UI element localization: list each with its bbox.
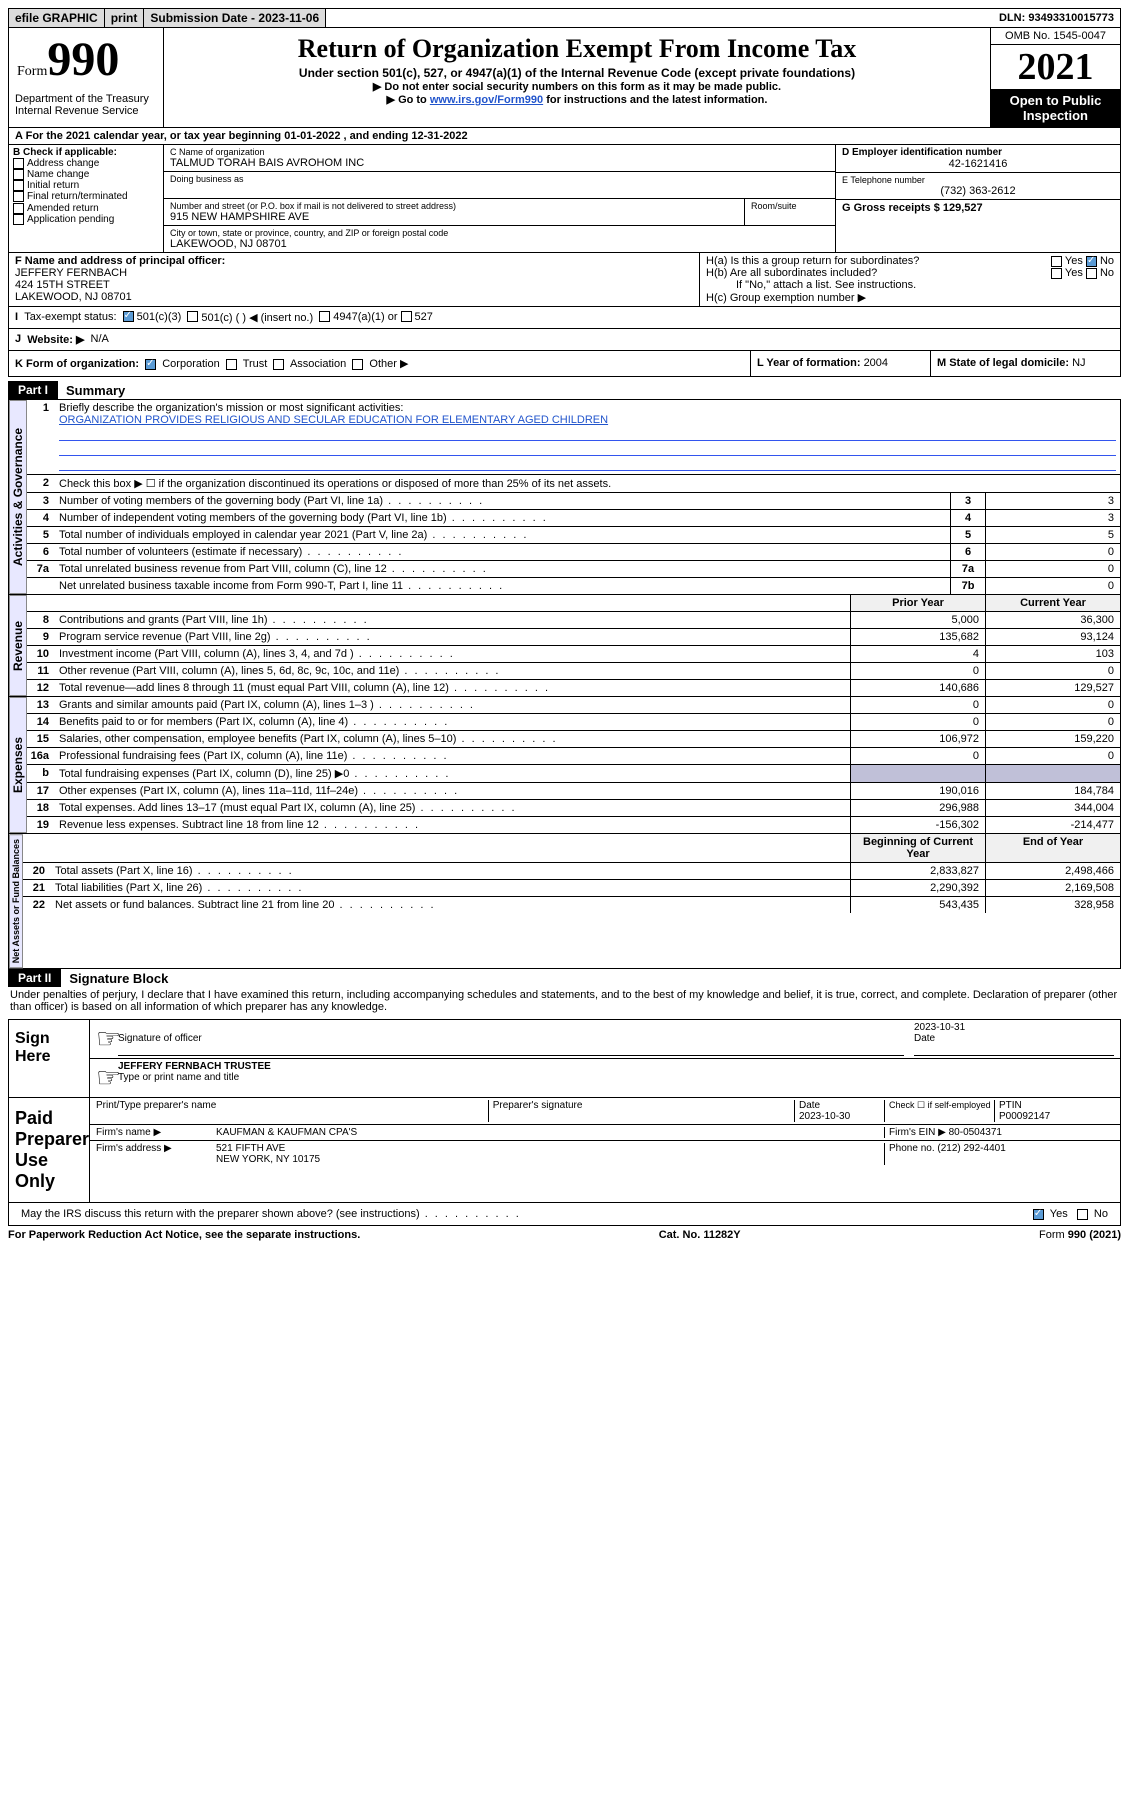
ptin: P00092147	[999, 1111, 1050, 1122]
firm-name: KAUFMAN & KAUFMAN CPA'S	[216, 1127, 884, 1138]
discuss-row: May the IRS discuss this return with the…	[8, 1203, 1121, 1226]
summary-grid: Activities & Governance 1 Briefly descri…	[8, 399, 1121, 595]
org-name: TALMUD TORAH BAIS AVROHOM INC	[170, 157, 829, 169]
box-klm: K Form of organization: Corporation Trus…	[8, 351, 1121, 377]
irs-link[interactable]: www.irs.gov/Form990	[430, 94, 543, 106]
summary-line: 19 Revenue less expenses. Subtract line …	[27, 817, 1120, 833]
org-city: LAKEWOOD, NJ 08701	[170, 238, 829, 250]
box-d: D Employer identification number 42-1621…	[836, 145, 1120, 173]
sidelabel-netassets: Net Assets or Fund Balances	[9, 834, 23, 968]
form-header: Form990 Department of the Treasury Inter…	[8, 28, 1121, 128]
penalty-statement: Under penalties of perjury, I declare th…	[8, 987, 1121, 1015]
sign-here-block: Sign Here ☞ Signature of officer 2023-10…	[8, 1019, 1121, 1098]
officer-name: JEFFERY FERNBACH	[15, 267, 693, 279]
summary-line: 3 Number of voting members of the govern…	[27, 493, 1120, 510]
summary-line: Net unrelated business taxable income fr…	[27, 578, 1120, 594]
form-word: Form	[17, 64, 47, 79]
preparer-date: 2023-10-30	[799, 1111, 850, 1122]
sidelabel-expenses: Expenses	[9, 697, 27, 833]
col-beginning: Beginning of Current Year	[850, 834, 985, 862]
signer-name: JEFFERY FERNBACH TRUSTEE	[118, 1061, 271, 1072]
box-e: E Telephone number (732) 363-2612	[836, 173, 1120, 200]
col-end: End of Year	[985, 834, 1120, 862]
top-toolbar: efile GRAPHIC print Submission Date - 20…	[8, 8, 1121, 28]
summary-line: 22 Net assets or fund balances. Subtract…	[23, 897, 1120, 913]
summary-line: 15 Salaries, other compensation, employe…	[27, 731, 1120, 748]
summary-line: 13 Grants and similar amounts paid (Part…	[27, 697, 1120, 714]
summary-line: 17 Other expenses (Part IX, column (A), …	[27, 783, 1120, 800]
summary-line: 7a Total unrelated business revenue from…	[27, 561, 1120, 578]
col-prior-year: Prior Year	[850, 595, 985, 611]
mission-text[interactable]: ORGANIZATION PROVIDES RELIGIOUS AND SECU…	[59, 414, 608, 426]
page-footer: For Paperwork Reduction Act Notice, see …	[8, 1226, 1121, 1244]
header-info-block: B Check if applicable: Address change Na…	[8, 145, 1121, 253]
note-link: ▶ Go to www.irs.gov/Form990 for instruct…	[168, 93, 986, 106]
box-j: J Website: ▶ N/A	[8, 329, 1121, 351]
firm-ein: 80-0504371	[949, 1127, 1002, 1138]
form-subtitle: Under section 501(c), 527, or 4947(a)(1)…	[168, 66, 986, 80]
paid-preparer-block: Paid Preparer Use Only Print/Type prepar…	[8, 1098, 1121, 1203]
summary-line: 8 Contributions and grants (Part VIII, l…	[27, 612, 1120, 629]
part2-header: Part II Signature Block	[8, 969, 1121, 987]
form-title: Return of Organization Exempt From Incom…	[168, 34, 986, 64]
box-c: C Name of organization TALMUD TORAH BAIS…	[164, 145, 835, 252]
summary-line: 9 Program service revenue (Part VIII, li…	[27, 629, 1120, 646]
summary-line: 4 Number of independent voting members o…	[27, 510, 1120, 527]
box-f: F Name and address of principal officer:…	[9, 253, 700, 306]
summary-line: 5 Total number of individuals employed i…	[27, 527, 1120, 544]
summary-line: 6 Total number of volunteers (estimate i…	[27, 544, 1120, 561]
summary-line: 18 Total expenses. Add lines 13–17 (must…	[27, 800, 1120, 817]
summary-line: 11 Other revenue (Part VIII, column (A),…	[27, 663, 1120, 680]
form-number: 990	[47, 33, 119, 86]
summary-line: b Total fundraising expenses (Part IX, c…	[27, 765, 1120, 783]
tax-year: 2021	[991, 45, 1120, 89]
sidelabel-governance: Activities & Governance	[9, 400, 27, 594]
sidelabel-revenue: Revenue	[9, 595, 27, 696]
paid-preparer-label: Paid Preparer Use Only	[9, 1098, 89, 1202]
box-b: B Check if applicable: Address change Na…	[9, 145, 164, 252]
note-ssn: ▶ Do not enter social security numbers o…	[168, 80, 986, 93]
box-h: H(a) Is this a group return for subordin…	[700, 253, 1120, 306]
part1-header: Part I Summary	[8, 381, 1121, 399]
efile-label: efile GRAPHIC	[9, 9, 105, 27]
org-address: 915 NEW HAMPSHIRE AVE	[170, 211, 738, 223]
summary-line: 12 Total revenue—add lines 8 through 11 …	[27, 680, 1120, 696]
col-current-year: Current Year	[985, 595, 1120, 611]
omb-number: OMB No. 1545-0047	[991, 28, 1120, 45]
line-a: A For the 2021 calendar year, or tax yea…	[8, 128, 1121, 145]
dln: DLN: 93493310015773	[993, 10, 1120, 26]
sign-date: 2023-10-31	[914, 1022, 965, 1033]
box-i: I Tax-exempt status: 501(c)(3) 501(c) ( …	[8, 307, 1121, 329]
print-button[interactable]: print	[105, 9, 145, 27]
summary-line: 14 Benefits paid to or for members (Part…	[27, 714, 1120, 731]
summary-line: 21 Total liabilities (Part X, line 26) 2…	[23, 880, 1120, 897]
box-g: G Gross receipts $ 129,527	[836, 200, 1120, 216]
summary-line: 20 Total assets (Part X, line 16) 2,833,…	[23, 863, 1120, 880]
firm-phone: (212) 292-4401	[937, 1143, 1005, 1154]
telephone: (732) 363-2612	[842, 185, 1114, 197]
ein: 42-1621416	[842, 158, 1114, 170]
officer-group-block: F Name and address of principal officer:…	[8, 253, 1121, 307]
firm-address: 521 FIFTH AVE	[216, 1143, 285, 1154]
inspection-label: Open to Public Inspection	[991, 89, 1120, 127]
dept-label: Department of the Treasury Internal Reve…	[9, 91, 163, 119]
sign-here-label: Sign Here	[9, 1020, 89, 1097]
submission-date: Submission Date - 2023-11-06	[144, 9, 326, 27]
gross-receipts: 129,527	[943, 202, 983, 214]
summary-line: 10 Investment income (Part VIII, column …	[27, 646, 1120, 663]
summary-line: 16a Professional fundraising fees (Part …	[27, 748, 1120, 765]
